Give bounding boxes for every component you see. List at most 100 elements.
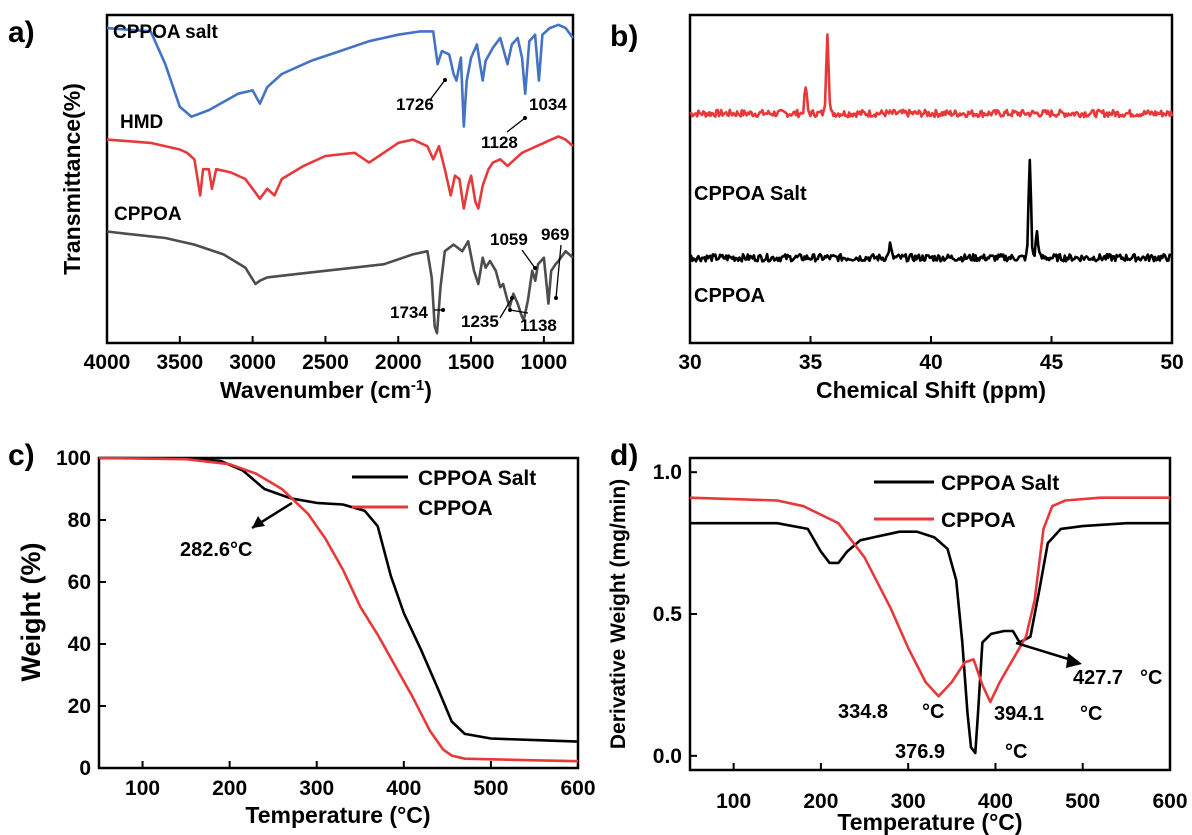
- curves-c: [98, 456, 579, 763]
- peak-annotation-a: 1128: [481, 133, 518, 152]
- x-tick-label-a: 4000: [84, 351, 131, 374]
- annotation-arrowhead-a: [441, 308, 445, 312]
- peak-annotation-a: 969: [541, 225, 569, 244]
- x-tick-label-c: 600: [560, 777, 595, 800]
- x-tick-label-d: 300: [891, 790, 926, 813]
- y-tick-label-d: 0.5: [653, 603, 683, 626]
- annotation-arrow-a: [499, 297, 513, 319]
- annotations-a: 1726 1128 1034 1059 969 1734 1235 1138: [390, 78, 569, 335]
- series-label-hmd: HMD: [120, 112, 163, 133]
- y-tick-label-c: 60: [68, 571, 91, 594]
- panel-label-c: c): [8, 439, 35, 472]
- panel-label-a: a): [8, 16, 35, 49]
- x-axis-a: 4000 3500 3000 2500 2000 1500 1000: [84, 336, 568, 374]
- panel-label-b: b): [610, 20, 638, 53]
- x-axis-label-a-close: ): [424, 377, 432, 403]
- y-tick-label-c: 20: [68, 695, 91, 718]
- x-tick-label-d: 400: [978, 790, 1013, 813]
- peak-annotation-d: 394.1: [994, 703, 1044, 725]
- x-axis-label-a-sup: -1: [411, 377, 424, 394]
- peak-annotation-a: 1726: [396, 95, 434, 114]
- y-tick-label-d: 1.0: [653, 461, 682, 484]
- x-tick-label-d: 100: [716, 790, 751, 813]
- legend-d: CPPOA Salt CPPOA: [874, 472, 1059, 532]
- annotation-arrow-a: [521, 249, 536, 269]
- peak-annotation-a: 1059: [490, 230, 528, 249]
- series-line-b-0: [689, 33, 1174, 119]
- annotation-arrowhead-a: [554, 296, 558, 300]
- x-tick-label-b: 35: [799, 351, 823, 374]
- legend-label-c: CPPOA: [418, 497, 493, 520]
- legend-label-d: CPPOA Salt: [941, 472, 1059, 495]
- y-tick-label-d: 0.0: [653, 745, 682, 768]
- series-line-c-1: [98, 456, 579, 763]
- y-tick-label-c: 80: [68, 509, 91, 532]
- peak-annotation-a: 1034: [529, 95, 567, 114]
- y-tick-label-c: 0: [79, 757, 91, 780]
- x-tick-label-a: 1500: [448, 351, 495, 374]
- y-tick-label-c: 40: [68, 633, 91, 656]
- x-tick-label-c: 500: [473, 777, 508, 800]
- series-line-a-2: [106, 230, 574, 335]
- panel-label-d: d): [610, 439, 638, 472]
- legend-label-c: CPPOA Salt: [418, 467, 536, 490]
- x-tick-label-a: 3000: [229, 351, 276, 374]
- unit-annotation-d: °C: [1005, 741, 1027, 763]
- plot-frame-c: [97, 456, 580, 770]
- curves-a: [106, 23, 575, 335]
- x-tick-label-a: 3500: [156, 351, 203, 374]
- annotation-arrow-a: [429, 79, 446, 101]
- x-tick-label-c: 200: [212, 777, 247, 800]
- series-line-c-0: [98, 456, 579, 743]
- series-line-d-1: [689, 496, 1170, 704]
- series-line-d-0: [690, 521, 1170, 755]
- y-axis-d: 0.0 0.5 1.0: [653, 461, 697, 768]
- x-tick-label-c: 100: [125, 777, 160, 800]
- x-axis-b: 30 35 40 45 50: [678, 336, 1184, 374]
- x-tick-label-b: 40: [919, 351, 942, 374]
- series-label-b-cppoa-salt: CPPOA Salt: [694, 183, 807, 205]
- curves-b: [688, 33, 1174, 263]
- peak-annotation-a: 1138: [520, 316, 557, 335]
- annotation-arrowhead-a: [510, 296, 514, 300]
- x-axis-label-c: Temperature (°C): [245, 802, 430, 828]
- series-line-a-1: [106, 135, 574, 210]
- annotation-arrow-a: [555, 244, 562, 299]
- unit-annotation-d: °C: [922, 701, 944, 723]
- annotation-arrowhead-a: [508, 308, 512, 312]
- annotation-arrowhead-c: [252, 516, 265, 528]
- x-tick-label-d: 600: [1152, 790, 1187, 813]
- x-axis-c: 100 200 300 400 500 600: [125, 761, 596, 800]
- legend-label-d: CPPOA: [941, 509, 1016, 532]
- unit-annotation-d: °C: [1080, 703, 1102, 725]
- annotations-d: 334.8 376.9 394.1 427.7 °C °C °C °C: [838, 641, 1162, 763]
- y-tick-label-c: 100: [56, 447, 91, 470]
- y-axis-label-a: Transmittance(%): [59, 83, 85, 275]
- series-label-cppoa-salt: CPPOA salt: [113, 22, 219, 43]
- annotation-arrow-a: [509, 309, 529, 314]
- peak-annotation-a: 1235: [461, 312, 499, 331]
- panel-b: b) 30 35 40 45 50 Chemical Shift (ppm) CPPOA…: [610, 13, 1184, 403]
- peak-annotation-d: 376.9: [895, 741, 945, 763]
- annotation-arrowhead-a: [443, 78, 447, 82]
- series-label-cppoa: CPPOA: [114, 204, 182, 225]
- y-axis-label-c: Weight (%): [16, 543, 46, 682]
- x-tick-label-b: 45: [1040, 351, 1064, 374]
- x-tick-label-d: 200: [803, 790, 838, 813]
- x-tick-label-b: 30: [678, 351, 701, 374]
- x-tick-label-a: 1000: [521, 351, 568, 374]
- panel-d: d) 100 200 300 400 500 600 0.0 0.5 1.0 Temperat…: [607, 439, 1188, 835]
- x-axis-label-a: Wavenumber (cm-1): [220, 377, 432, 404]
- annotation-c: 282.6°C: [180, 539, 253, 561]
- annotations-c: 282.6°C: [180, 501, 293, 561]
- annotation-arrowhead-d: [1066, 653, 1082, 668]
- plot-frame-a: [105, 13, 575, 345]
- x-tick-label-a: 2000: [375, 351, 422, 374]
- annotation-arrow-a: [506, 117, 526, 133]
- peak-annotation-d: 427.7: [1073, 667, 1123, 689]
- annotation-arrowhead-a: [523, 116, 527, 120]
- x-axis-label-b: Chemical Shift (ppm): [816, 377, 1046, 403]
- series-line-b-1: [688, 158, 1173, 263]
- panel-a: a) 4000 3500 3000 2500 2000 1500 1000 Wavenumb…: [8, 13, 575, 404]
